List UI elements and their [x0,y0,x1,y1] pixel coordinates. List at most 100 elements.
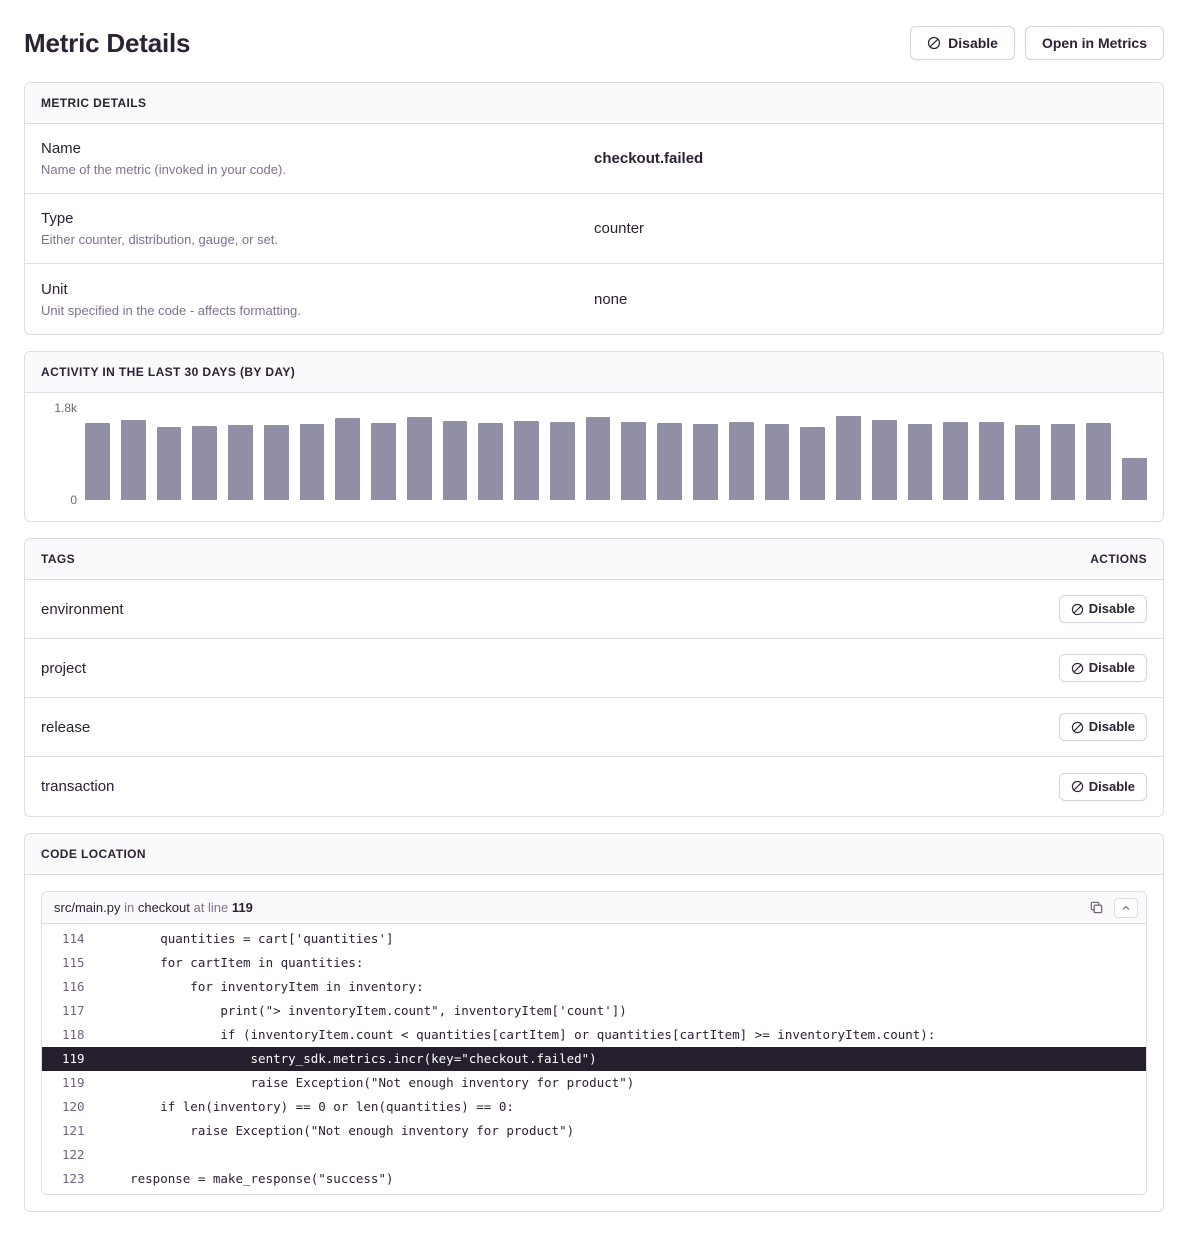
code-line: 117 print("> inventoryItem.count", inven… [42,999,1146,1023]
line-number: 118 [62,1027,85,1042]
activity-bar-chart: 1.8k 0 [25,393,1163,521]
y-axis-min-label: 0 [70,493,77,507]
tag-disable-button-environment[interactable]: Disable [1058,595,1147,623]
chart-bar [549,422,575,500]
tag-disable-label: Disable [1088,719,1135,734]
tag-disable-button-transaction[interactable]: Disable [1058,772,1147,801]
chart-bar [1014,425,1040,500]
chart-bar [299,424,325,500]
detail-label: Type [41,210,74,227]
chart-bar [800,427,826,500]
code-frame-line-number: 119 [231,900,253,915]
chart-bar [514,421,539,500]
line-source: quantities = cart['quantities'] [100,931,394,946]
chart-bar [1122,458,1147,500]
activity-panel-header: ACTIVITY IN THE LAST 30 DAYS (BY DAY) [25,352,1163,393]
tag-row-transaction: transaction Disable [25,757,1163,816]
line-source: for inventoryItem in inventory: [100,979,424,994]
tag-disable-label: Disable [1088,660,1135,675]
disable-slash-icon [1071,662,1084,675]
metric-details-panel-title: METRIC DETAILS [41,96,147,110]
line-source [100,1143,1146,1167]
detail-value-name: checkout.failed [594,150,704,167]
chart-bar [693,424,718,500]
code-line: 120 if len(inventory) == 0 or len(quanti… [42,1095,1146,1119]
code-line: 123 response = make_response("success") [42,1167,1146,1191]
line-source: raise Exception("Not enough inventory fo… [100,1075,635,1090]
chart-bar [371,423,396,500]
tag-row-environment: environment Disable [25,580,1163,639]
tags-rows: environment Disable project Disable release D… [25,580,1163,816]
tag-disable-label: Disable [1088,601,1135,616]
line-source: if len(inventory) == 0 or len(quantities… [100,1099,514,1114]
chart-bar [156,427,182,500]
chart-bar [1086,423,1112,500]
chart-bar [1050,424,1076,500]
line-source: if (inventoryItem.count < quantities[car… [100,1027,936,1042]
detail-row-name: Name Name of the metric (invoked in your… [25,124,1163,194]
disable-button[interactable]: Disable [910,26,1015,60]
detail-label: Name [41,140,82,157]
activity-panel: ACTIVITY IN THE LAST 30 DAYS (BY DAY) 1.… [24,351,1164,522]
collapse-button[interactable] [1114,897,1138,918]
code-line: 121 raise Exception("Not enough inventor… [42,1119,1146,1143]
chart-bar [585,417,611,500]
code-frame-header: src/main.py in checkout at line 119 [42,892,1146,924]
chart-bar [621,422,647,500]
code-line: 114 quantities = cart['quantities'] [42,927,1146,951]
tag-row-release: release Disable [25,698,1163,757]
line-source: raise Exception("Not enough inventory fo… [100,1123,575,1138]
chart-bar [478,423,504,500]
line-source: sentry_sdk.metrics.incr(key="checkout.fa… [100,1051,597,1066]
tag-name: transaction [41,778,115,795]
line-number: 117 [62,1003,85,1018]
code-location-panel-title: CODE LOCATION [41,847,146,861]
tag-disable-label: Disable [1088,778,1135,794]
chart-bar [228,425,253,500]
chart-bar [406,417,432,500]
copy-button[interactable] [1083,897,1110,918]
tag-disable-button-project[interactable]: Disable [1058,654,1147,682]
disable-slash-icon [1071,780,1084,793]
open-in-metrics-button[interactable]: Open in Metrics [1024,26,1164,60]
disable-slash-icon [927,36,941,50]
code-location-panel-header: CODE LOCATION [25,834,1163,875]
code-function-name: checkout [137,900,190,915]
line-number: 115 [62,955,85,970]
chart-bar [85,423,110,500]
line-number: 116 [62,979,85,994]
tag-disable-button-release[interactable]: Disable [1058,713,1147,741]
page-header: Metric Details Disable Open in Metrics [24,26,1164,60]
header-actions: Disable Open in Metrics [910,26,1164,60]
detail-description: Unit specified in the code - affects for… [41,302,301,318]
tag-name: project [41,659,87,677]
chart-bar [943,422,969,500]
code-frame-title: src/main.py in checkout at line 119 [54,900,253,915]
detail-row-type: Type Either counter, distribution, gauge… [25,194,1163,264]
open-in-metrics-label: Open in Metrics [1041,35,1147,51]
chart-bar [335,418,361,500]
line-source: for cartItem in quantities: [100,955,364,970]
detail-description: Either counter, distribution, gauge, or … [41,232,279,247]
code-line: 118 if (inventoryItem.count < quantities… [42,1023,1146,1047]
chart-bar [836,416,861,500]
code-file-path: src/main.py [54,900,121,915]
disable-slash-icon [1071,721,1084,734]
detail-row-unit: Unit Unit specified in the code - affect… [25,264,1163,334]
activity-panel-title: ACTIVITY IN THE LAST 30 DAYS (BY DAY) [41,365,296,379]
y-axis-max-label: 1.8k [54,401,77,415]
code-line: 115 for cartItem in quantities: [42,951,1146,975]
chart-bar [907,424,933,500]
line-number: 119 [62,1051,85,1066]
code-lines: 114 quantities = cart['quantities'] 115 f… [42,924,1146,1194]
line-number: 123 [62,1171,85,1186]
code-line-highlighted: 119 sentry_sdk.metrics.incr(key="checkou… [42,1047,1146,1071]
line-number: 114 [62,931,85,946]
line-source: print("> inventoryItem.count", inventory… [100,1003,627,1018]
code-location-panel: CODE LOCATION src/main.py in checkout at… [24,833,1164,1212]
line-number: 122 [62,1147,85,1162]
chart-bar [764,424,790,500]
bar-chart-bars [85,408,1147,500]
disable-button-label: Disable [948,35,998,51]
detail-value-unit: none [594,290,628,308]
